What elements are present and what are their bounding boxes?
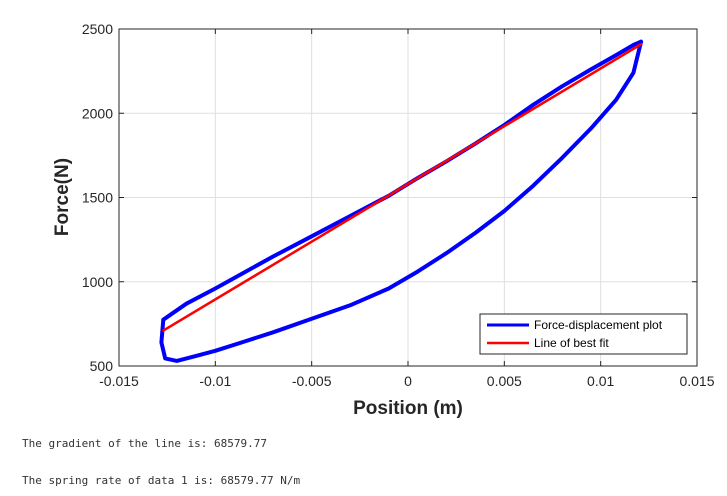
series-line-of-best-fit	[162, 42, 643, 332]
legend-box	[479, 313, 688, 355]
y-tick-label: 2000	[82, 105, 113, 121]
series-layer	[159, 39, 644, 363]
x-tick-label: -0.005	[292, 373, 332, 389]
y-tick-labels: 500 1000 1500 2000 2500	[82, 21, 113, 374]
legend: Force-displacement plot Line of best fit	[479, 313, 688, 355]
console-output-spring-rate: The spring rate of data 1 is: 68579.77 N…	[22, 474, 301, 487]
x-tick-label: -0.01	[199, 373, 231, 389]
force-displacement-chart: -0.015 -0.01 -0.005 0 0.005 0.01 0.015 500 1000…	[52, 21, 715, 419]
grid	[119, 29, 697, 366]
x-tick-labels: -0.015 -0.01 -0.005 0 0.005 0.01 0.015	[99, 373, 715, 389]
x-axis-label: Position (m)	[353, 398, 463, 419]
y-tick-label: 1500	[82, 190, 113, 206]
x-tick-label: 0.01	[587, 373, 614, 389]
x-tick-label: 0.015	[679, 373, 714, 389]
y-tick-label: 500	[90, 358, 114, 374]
legend-label-force-displacement: Force-displacement plot	[534, 318, 663, 332]
x-tick-label: -0.015	[99, 373, 139, 389]
x-tick-label: 0	[404, 373, 412, 389]
console-output-gradient: The gradient of the line is: 68579.77	[22, 437, 268, 450]
series-force-displacement	[159, 39, 644, 363]
y-axis-label: Force(N)	[52, 158, 73, 236]
ticks	[118, 28, 698, 367]
legend-label-best-fit: Line of best fit	[534, 336, 609, 350]
x-tick-label: 0.005	[487, 373, 522, 389]
y-tick-label: 1000	[82, 274, 113, 290]
y-tick-label: 2500	[82, 21, 113, 37]
